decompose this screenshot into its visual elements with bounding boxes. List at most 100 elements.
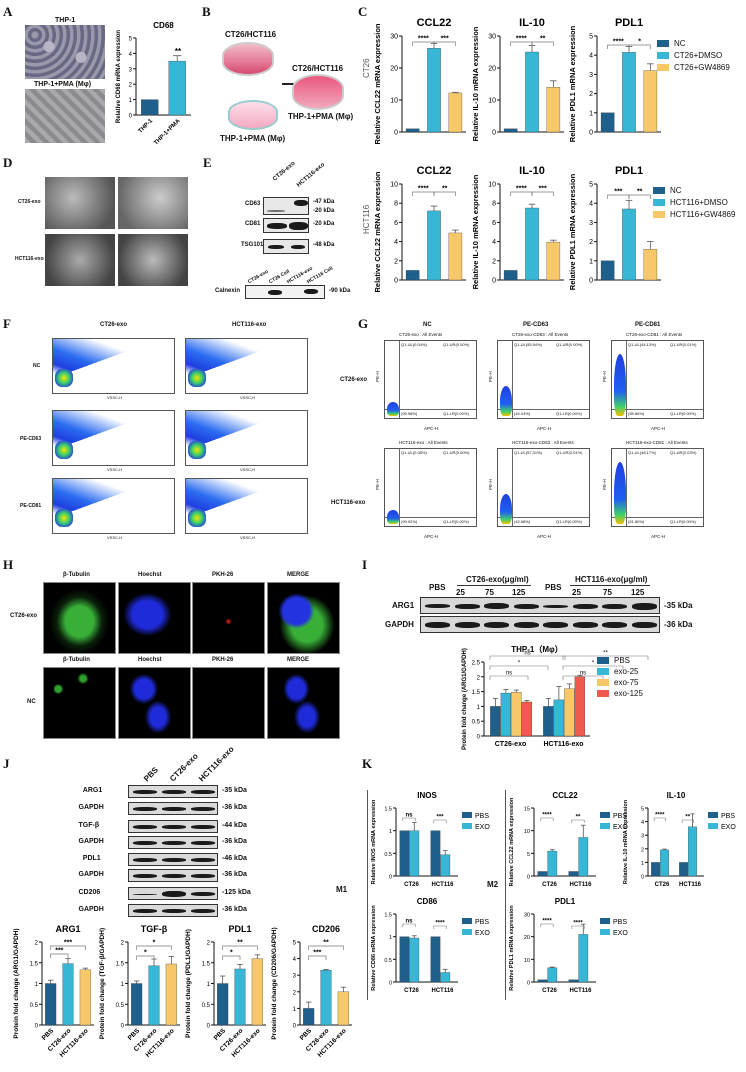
f-col-ct26: CT26-exo — [100, 322, 128, 328]
svg-text:****: **** — [435, 921, 445, 927]
h-col-label: MERGE — [287, 657, 310, 663]
svg-text:0: 0 — [207, 1024, 211, 1030]
a-img-bottom-label: THP-1+PMA (Mφ) — [34, 81, 92, 88]
a-img-top-label: THP-1 — [55, 17, 76, 24]
svg-text:****: **** — [516, 186, 527, 193]
svg-text:*: * — [153, 940, 156, 947]
svg-text:30: 30 — [488, 34, 496, 41]
svg-text:0: 0 — [589, 130, 593, 137]
g-quadrant-lr: Q1-LR(0.00%) — [443, 411, 469, 416]
svg-text:CT26: CT26 — [404, 882, 419, 888]
legend-item-gw: CT26+GW4869 — [657, 62, 730, 74]
h-fluorescence-image — [118, 582, 191, 654]
svg-text:0: 0 — [527, 875, 530, 881]
svg-text:***: *** — [614, 189, 622, 196]
g-quadrant-lr: Q1-LR(0.00%) — [443, 519, 469, 524]
chart-j-arg1: ARG1 Protein fold change (ARG1/GAPDH) 0 0.5… — [10, 920, 100, 1067]
j-kda-label: -44 kDa — [222, 822, 247, 829]
legend-item-pbs: PBS — [597, 655, 643, 666]
g-quadrant-ll: (99.98%) — [401, 411, 418, 416]
e-kda-20a: -20 kDa — [313, 208, 335, 214]
svg-text:2: 2 — [589, 91, 593, 98]
svg-text:ns: ns — [580, 671, 586, 677]
i-row-arg1: ARG1 — [392, 601, 415, 610]
svg-text:THP-1: THP-1 — [138, 118, 155, 135]
svg-text:***: *** — [55, 948, 63, 955]
svg-text:1: 1 — [389, 829, 392, 835]
h-fluorescence-image — [192, 582, 265, 654]
e-lane-ct26exo: CT26-exo — [272, 160, 297, 183]
svg-text:1.5: 1.5 — [30, 961, 39, 967]
svg-text:20: 20 — [524, 935, 530, 941]
g-quadrant-ur: Q1-UR(0.00%) — [443, 450, 470, 455]
svg-text:1: 1 — [641, 861, 644, 867]
f-row-pecd81: PE-CD81 — [20, 503, 42, 509]
svg-text:IL-10: IL-10 — [667, 791, 686, 800]
g-plot-subtitle: HCT116-exo : All Events — [399, 440, 448, 445]
svg-text:****: **** — [418, 36, 429, 43]
svg-text:Protein fold change (TGF-β/GAP: Protein fold change (TGF-β/GAPDH) — [99, 928, 106, 1039]
chart-j-tgfb: TGF-β Protein fold change (TGF-β/GAPDH) 0 0… — [96, 920, 186, 1067]
i-kda-36: -36 kDa — [664, 620, 693, 629]
b-dish-bottom-icon — [228, 100, 278, 130]
svg-text:1.5: 1.5 — [384, 913, 392, 919]
h-fluorescence-image — [118, 667, 191, 739]
svg-text:***: *** — [441, 36, 449, 43]
svg-text:0.5: 0.5 — [384, 852, 392, 858]
g-plot-subtitle: CT26-exo : All Events — [399, 332, 443, 337]
c-row1-label: CT26 — [362, 58, 371, 78]
svg-text:0: 0 — [589, 278, 593, 285]
panel-label-b: B — [202, 4, 211, 19]
b-dish-right-bottom-label: THP-1+PMA (Mφ) — [288, 112, 354, 121]
svg-text:15: 15 — [524, 807, 530, 813]
chart-i-arg1: THP-1（Mφ） Protein fold change (ARG1/GAPDH… — [440, 640, 649, 750]
panel-label-f: F — [3, 316, 11, 331]
j-kda-label: -36 kDa — [222, 906, 247, 913]
svg-text:5: 5 — [641, 807, 644, 813]
svg-text:1: 1 — [129, 98, 133, 104]
chart-k-inos: INOS Relative INOS mRNA expression 0 0.5 1 1.… — [370, 790, 500, 890]
svg-text:Protein fold change (ARG1/GAPD: Protein fold change (ARG1/GAPDH) — [462, 648, 468, 750]
svg-text:3: 3 — [589, 72, 593, 79]
f-xaxis-label: VSSC-H — [107, 395, 123, 400]
svg-text:ns: ns — [406, 813, 414, 819]
svg-text:0: 0 — [389, 981, 392, 987]
g-quadrant-ll: (99.92%) — [401, 519, 418, 524]
svg-text:**: ** — [540, 36, 546, 43]
j-blot — [128, 802, 218, 815]
svg-text:Relative CCL22 mRNA expression: Relative CCL22 mRNA expression — [373, 171, 382, 292]
legend-item-nc: NC — [653, 185, 735, 197]
g-quadrant-ur: Q1-UR(0.00%) — [556, 342, 583, 347]
svg-text:8: 8 — [394, 201, 398, 208]
d-tem-ct26-1 — [45, 177, 115, 229]
legend-item-dmso: HCT116+DMSO — [653, 197, 735, 209]
g-plot-subtitle: HCT116-exo-CD81 : All Events — [626, 440, 688, 445]
g-yaxis-label: PE-H — [375, 371, 380, 382]
svg-text:PBS: PBS — [475, 813, 489, 820]
g-flow-plot: Q1-UL(48.17%) Q1-UR(0.03%) (51.80%) Q1-LR(0… — [611, 448, 704, 527]
legend-item-gw: HCT116+GW4869 — [653, 209, 735, 221]
f-xaxis-label: VSSC-H — [240, 467, 256, 472]
svg-text:EXO: EXO — [721, 824, 736, 831]
panel-label-i: I — [362, 557, 368, 572]
j-row-label: GAPDH — [78, 871, 104, 878]
j-blot — [128, 785, 218, 798]
h-col-label: PKH-26 — [212, 657, 234, 663]
svg-text:0.5: 0.5 — [384, 958, 392, 964]
i-blot-arg1 — [420, 597, 660, 614]
j-blot — [128, 887, 218, 900]
svg-text:0: 0 — [527, 981, 530, 987]
svg-text:Relative CCL22 mRNA expression: Relative CCL22 mRNA expression — [373, 23, 382, 144]
svg-text:Relative IL-10 mRNA expression: Relative IL-10 mRNA expression — [471, 26, 480, 141]
svg-text:Relative CD68 mRNA expression: Relative CD68 mRNA expression — [116, 30, 122, 123]
svg-text:CCL22: CCL22 — [552, 791, 578, 800]
g-quadrant-lr: Q1-LR(0.00%) — [670, 519, 696, 524]
svg-text:****: **** — [573, 921, 583, 927]
g-quadrant-ll: (44.03%) — [514, 411, 531, 416]
chart-c-hct116-pdl1: PDL1 Relative PDL1 mRNA expression 0 1 2 3 4 5 *… — [567, 158, 667, 290]
i-group-pbs1: PBS — [429, 583, 446, 592]
svg-text:2: 2 — [35, 941, 39, 947]
svg-text:***: *** — [437, 815, 445, 821]
svg-text:0: 0 — [121, 1024, 125, 1030]
j-kda-label: -125 kDa — [222, 889, 251, 896]
